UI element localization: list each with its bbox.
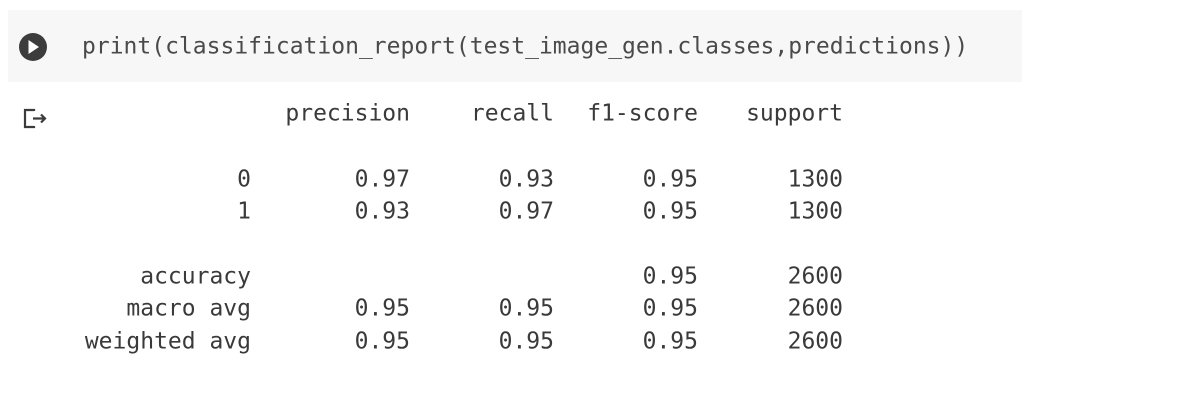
cell-value: 0.95 bbox=[643, 296, 698, 322]
cell-value: 0.95 bbox=[643, 329, 698, 355]
column-header: support bbox=[746, 101, 843, 127]
cell-value: 2600 bbox=[788, 329, 843, 355]
row-label: accuracy bbox=[140, 264, 251, 290]
row-label: 0 bbox=[237, 167, 251, 193]
cell-value: 0.95 bbox=[355, 296, 410, 322]
cell-value: 0.95 bbox=[499, 296, 554, 322]
column-header: f1-score bbox=[587, 101, 698, 127]
cell-value: 0.93 bbox=[499, 167, 554, 193]
cell-value: 0.95 bbox=[355, 329, 410, 355]
run-button[interactable] bbox=[19, 33, 47, 61]
cell-value: 0.97 bbox=[355, 167, 410, 193]
cell-value: 1300 bbox=[788, 199, 843, 225]
code-cell bbox=[8, 10, 1022, 82]
cell-value: 1300 bbox=[788, 167, 843, 193]
cell-value: 2600 bbox=[788, 296, 843, 322]
row-label: 1 bbox=[237, 199, 251, 225]
output-icon bbox=[23, 108, 47, 129]
cell-value: 0.95 bbox=[499, 329, 554, 355]
cell-value: 0.95 bbox=[643, 167, 698, 193]
cell-value: 0.97 bbox=[499, 199, 554, 225]
code-text: print(classification_report(test_image_g… bbox=[82, 34, 968, 60]
cell-value: 0.95 bbox=[643, 264, 698, 290]
row-label: weighted avg bbox=[85, 329, 251, 355]
cell-value: 0.93 bbox=[355, 199, 410, 225]
row-label: macro avg bbox=[126, 296, 251, 322]
cell-value: 2600 bbox=[788, 264, 843, 290]
column-header: precision bbox=[285, 101, 410, 127]
cell-value: 0.95 bbox=[643, 199, 698, 225]
column-header: recall bbox=[471, 101, 554, 127]
